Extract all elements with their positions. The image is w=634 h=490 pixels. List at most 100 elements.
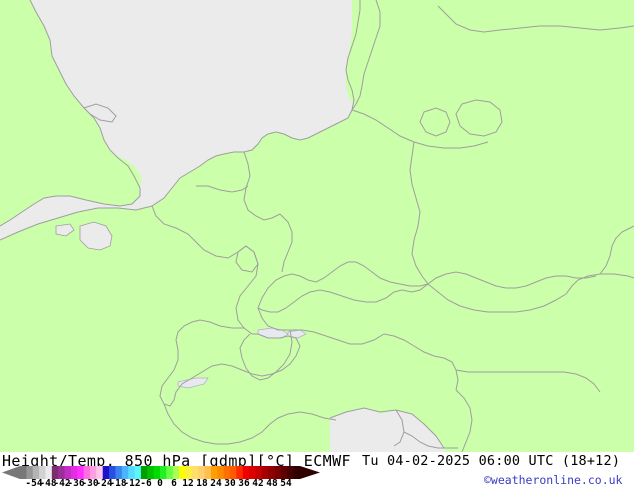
landmass-britain-southeast-spur <box>114 156 142 188</box>
temperature-colorbar: -54 -48 -42 -36 -30 -24 -18 -12 -6 0 6 12 18 24 30 36 42… <box>0 466 320 490</box>
colorbar-tick-label: -54 <box>25 478 43 489</box>
colorbar-tick-label: -24 <box>95 478 113 489</box>
colorbar-tick-label: -30 <box>81 478 99 489</box>
colorbar-segment <box>210 466 218 479</box>
colorbar-tick-label: -42 <box>53 478 71 489</box>
landmass-scandinavia-south <box>436 0 634 32</box>
colorbar-segment <box>217 466 225 479</box>
colorbar-segment <box>242 466 250 479</box>
colorbar-segment <box>255 466 263 479</box>
water-lake-geneva <box>177 377 209 389</box>
colorbar-arrow-tail <box>2 466 20 479</box>
colorbar-segment <box>134 466 142 479</box>
map-border-group <box>151 141 634 452</box>
colorbar-segment <box>20 466 27 479</box>
colorbar-segment <box>166 466 174 479</box>
colorbar-segment <box>64 466 72 479</box>
map-inland-water-group <box>55 221 446 452</box>
colorbar-tick-label: 12 <box>182 478 194 489</box>
colorbar-segment <box>268 466 275 479</box>
colorbar-tick-label: 48 <box>266 478 278 489</box>
colorbar-segment <box>96 466 104 479</box>
border-poland-slovakia <box>599 225 634 275</box>
border-netherlands-germany <box>243 151 281 221</box>
colorbar-tick-label: -18 <box>109 478 127 489</box>
coastline-scandinavia-south <box>437 5 634 33</box>
colorbar-segment <box>261 466 269 479</box>
colorbar-segment <box>121 466 129 479</box>
chart-valid-time: Tu 04-02-2025 06:00 UTC (18+12) <box>362 453 621 469</box>
colorbar-tick-label: 36 <box>238 478 250 489</box>
colorbar-tick-labels: -54 -48 -42 -36 -30 -24 -18 -12 -6 0 6 12 18 24 30 36 42… <box>0 478 320 490</box>
coastline-netherlands-germany <box>179 109 353 179</box>
colorbar-segment <box>77 466 85 479</box>
border-czech-republic <box>257 261 429 313</box>
colorbar-tick-label: 54 <box>280 478 292 489</box>
colorbar-segment <box>90 466 97 479</box>
colorbar-tick-label: 6 <box>171 478 177 489</box>
colorbar-segment <box>39 466 46 479</box>
colorbar-segment <box>147 466 155 479</box>
colorbar-tick-label: 0 <box>157 478 163 489</box>
border-hungary-croatia <box>455 389 473 452</box>
colorbar-segment <box>160 466 167 479</box>
border-croatia-bosnia <box>403 431 458 449</box>
border-poland-czech <box>427 271 597 289</box>
border-switzerland <box>159 319 301 407</box>
colorbar-segment <box>172 466 180 479</box>
coastline-denmark-west <box>345 0 361 111</box>
weather-map-panel[interactable] <box>0 0 634 452</box>
colorbar-segment <box>26 466 34 479</box>
coastline-channel-france <box>0 177 181 241</box>
colorbar-segments <box>20 466 301 479</box>
landmass-funen-island <box>420 108 450 136</box>
border-germany-internal-rhine <box>279 213 293 273</box>
colorbar-segment <box>70 466 78 479</box>
water-ijsselmeer <box>79 221 113 251</box>
landmass-denmark-jutland <box>346 0 380 104</box>
border-slovakia-hungary-south <box>455 369 601 393</box>
colorbar-segment <box>32 466 40 479</box>
colorbar-segment <box>274 466 282 479</box>
colorbar-segment <box>58 466 65 479</box>
colorbar-tick-label: -48 <box>39 478 57 489</box>
colorbar-segment <box>179 466 186 479</box>
border-austria-hungary <box>383 333 459 391</box>
coastline-britain-east <box>0 0 141 227</box>
colorbar-tick-label: -12 <box>123 478 141 489</box>
landmass-danish-islands <box>456 100 502 136</box>
colorbar-segment <box>230 466 237 479</box>
coastline-danish-island-funen <box>419 107 451 137</box>
water-adriatic-sea-west <box>330 408 380 452</box>
coastline-denmark-east <box>351 0 381 111</box>
colorbar-tick-label: 42 <box>252 478 264 489</box>
colorbar-segment <box>102 466 110 479</box>
colorbar-segment <box>204 466 212 479</box>
weather-map-canvas[interactable] <box>0 0 634 452</box>
landmass-britain-left-strip <box>0 0 140 226</box>
border-austria-italy <box>239 329 293 381</box>
water-zeeland-estuary <box>55 223 75 237</box>
colorbar-segment <box>223 466 231 479</box>
coastline-britain-thames <box>83 103 117 123</box>
colorbar-segment <box>249 466 256 479</box>
water-adriatic-sea <box>380 410 446 452</box>
map-landmass-group <box>0 0 634 452</box>
coastline-danish-island-zealand <box>455 99 503 137</box>
border-germany-poland <box>409 141 429 285</box>
border-belgium-netherlands <box>196 185 249 193</box>
colorbar-segment <box>185 466 193 479</box>
border-germany-austria <box>257 307 385 345</box>
colorbar-tick-label: -6 <box>140 478 152 489</box>
colorbar-tick-label: -36 <box>67 478 85 489</box>
colorbar-segment <box>140 466 148 479</box>
colorbar-gradient <box>2 466 320 479</box>
border-italy-north <box>163 403 337 445</box>
copyright-notice: ©weatheronline.co.uk <box>484 473 623 487</box>
colorbar-segment <box>115 466 123 479</box>
colorbar-segment <box>128 466 135 479</box>
colorbar-segment <box>51 466 59 479</box>
colorbar-segment <box>293 466 301 479</box>
colorbar-tick-label: 30 <box>224 478 236 489</box>
